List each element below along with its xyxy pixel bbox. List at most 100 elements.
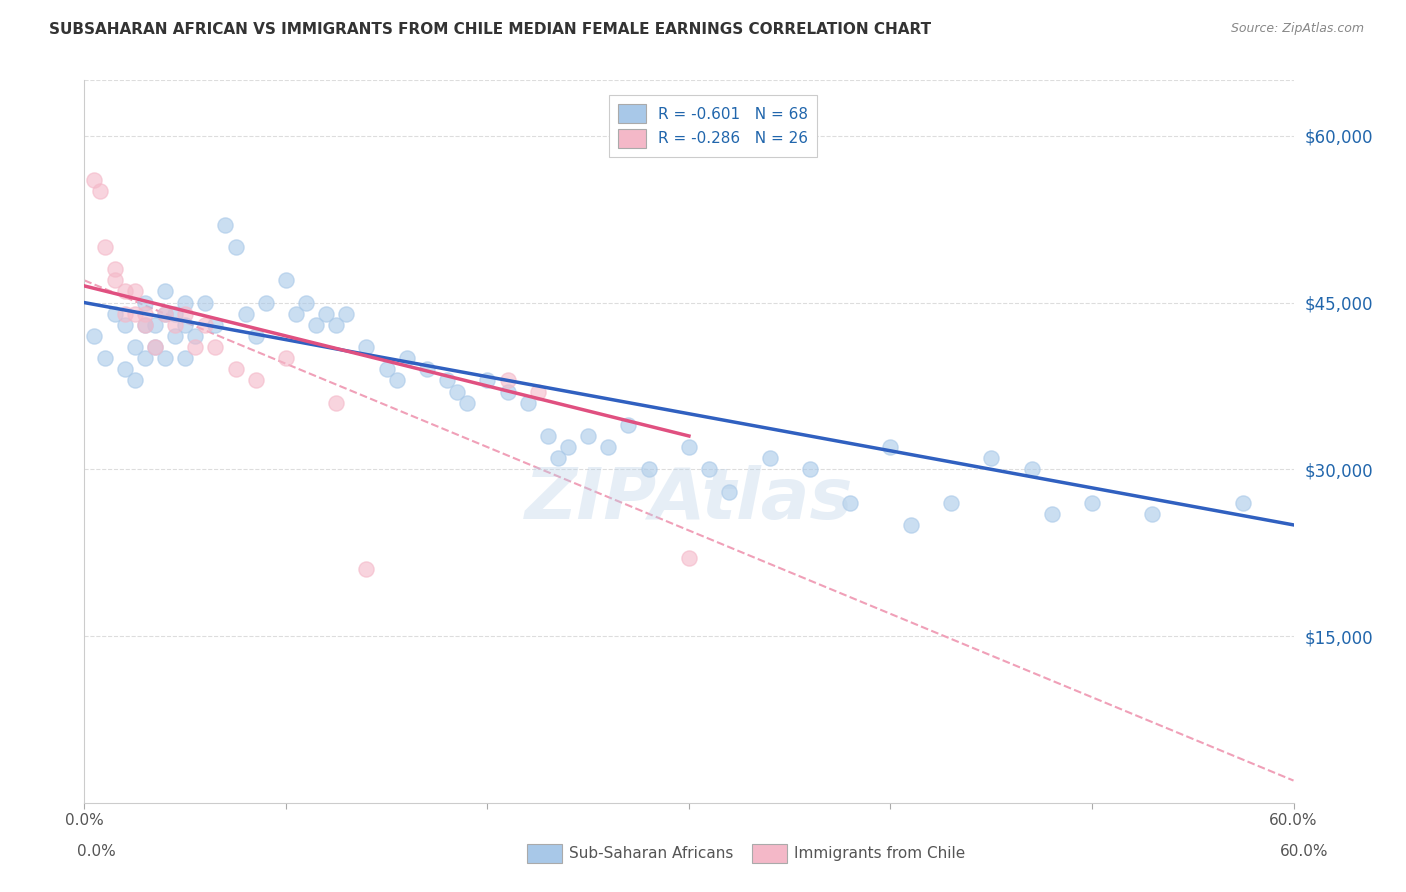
Point (225, 362, 247, 376)
Point (153, 307, 176, 321)
Point (165, 318, 187, 332)
Text: 0.0%: 0.0% (77, 845, 117, 859)
Point (395, 351, 418, 366)
Point (104, 307, 127, 321)
Point (134, 318, 156, 332)
Point (678, 551, 700, 566)
Point (416, 362, 439, 376)
Point (456, 395, 478, 409)
Text: Immigrants from Chile: Immigrants from Chile (794, 847, 966, 861)
Point (496, 373, 519, 387)
Point (254, 295, 277, 310)
Point (114, 307, 136, 321)
Point (134, 307, 156, 321)
Point (576, 429, 599, 443)
Point (598, 440, 620, 454)
Point (446, 384, 468, 399)
Point (617, 417, 640, 432)
Point (174, 318, 197, 332)
Legend: R = -0.601   N = 68, R = -0.286   N = 26: R = -0.601 N = 68, R = -0.286 N = 26 (609, 95, 817, 157)
Point (274, 273, 297, 287)
Point (799, 462, 821, 476)
Point (356, 340, 378, 354)
Text: Source: ZipAtlas.com: Source: ZipAtlas.com (1230, 22, 1364, 36)
Point (194, 295, 217, 310)
Point (335, 307, 357, 321)
Point (839, 496, 862, 510)
Point (325, 318, 347, 332)
Point (235, 307, 257, 321)
Point (124, 340, 146, 354)
Point (1232, 496, 1254, 510)
Point (83, 329, 105, 343)
Point (184, 329, 207, 343)
Point (204, 318, 226, 332)
Point (93, 351, 115, 366)
Point (174, 295, 197, 310)
Point (496, 384, 519, 399)
Point (477, 373, 499, 387)
Point (104, 273, 127, 287)
Point (114, 285, 136, 299)
Point (315, 307, 337, 321)
Point (114, 318, 136, 332)
Point (516, 395, 538, 409)
Point (89, 185, 111, 199)
Point (153, 307, 176, 321)
Point (165, 329, 187, 343)
Point (225, 240, 247, 254)
Point (375, 362, 398, 376)
Point (1081, 496, 1104, 510)
Point (245, 329, 267, 343)
Point (305, 318, 328, 332)
Point (527, 384, 550, 399)
Point (547, 451, 569, 466)
Point (184, 340, 207, 354)
Point (557, 440, 579, 454)
Point (980, 451, 1002, 466)
Point (900, 517, 922, 532)
Point (718, 484, 741, 499)
Point (143, 340, 166, 354)
Point (104, 262, 127, 277)
Point (1040, 507, 1063, 521)
Point (194, 318, 217, 332)
Point (678, 440, 700, 454)
Point (285, 307, 308, 321)
Point (93, 240, 115, 254)
Point (134, 295, 156, 310)
Point (174, 351, 197, 366)
Point (153, 285, 176, 299)
Text: ZIPAtlas: ZIPAtlas (524, 465, 853, 533)
Text: 60.0%: 60.0% (1281, 845, 1329, 859)
Point (637, 462, 659, 476)
Point (879, 440, 901, 454)
Point (1021, 462, 1043, 476)
Point (143, 340, 166, 354)
Text: Sub-Saharan Africans: Sub-Saharan Africans (569, 847, 734, 861)
Point (274, 351, 297, 366)
Point (83, 173, 105, 187)
Point (697, 462, 720, 476)
Point (436, 373, 458, 387)
Point (356, 562, 378, 576)
Point (1142, 507, 1164, 521)
Point (114, 362, 136, 376)
Point (165, 307, 187, 321)
Point (124, 373, 146, 387)
Point (134, 351, 156, 366)
Point (325, 395, 347, 409)
Point (385, 373, 408, 387)
Point (153, 351, 176, 366)
Point (537, 429, 560, 443)
Point (204, 340, 226, 354)
Point (939, 496, 962, 510)
Point (214, 218, 236, 232)
Point (134, 318, 156, 332)
Point (295, 295, 318, 310)
Point (124, 307, 146, 321)
Point (758, 451, 780, 466)
Point (174, 307, 197, 321)
Point (124, 285, 146, 299)
Point (143, 318, 166, 332)
